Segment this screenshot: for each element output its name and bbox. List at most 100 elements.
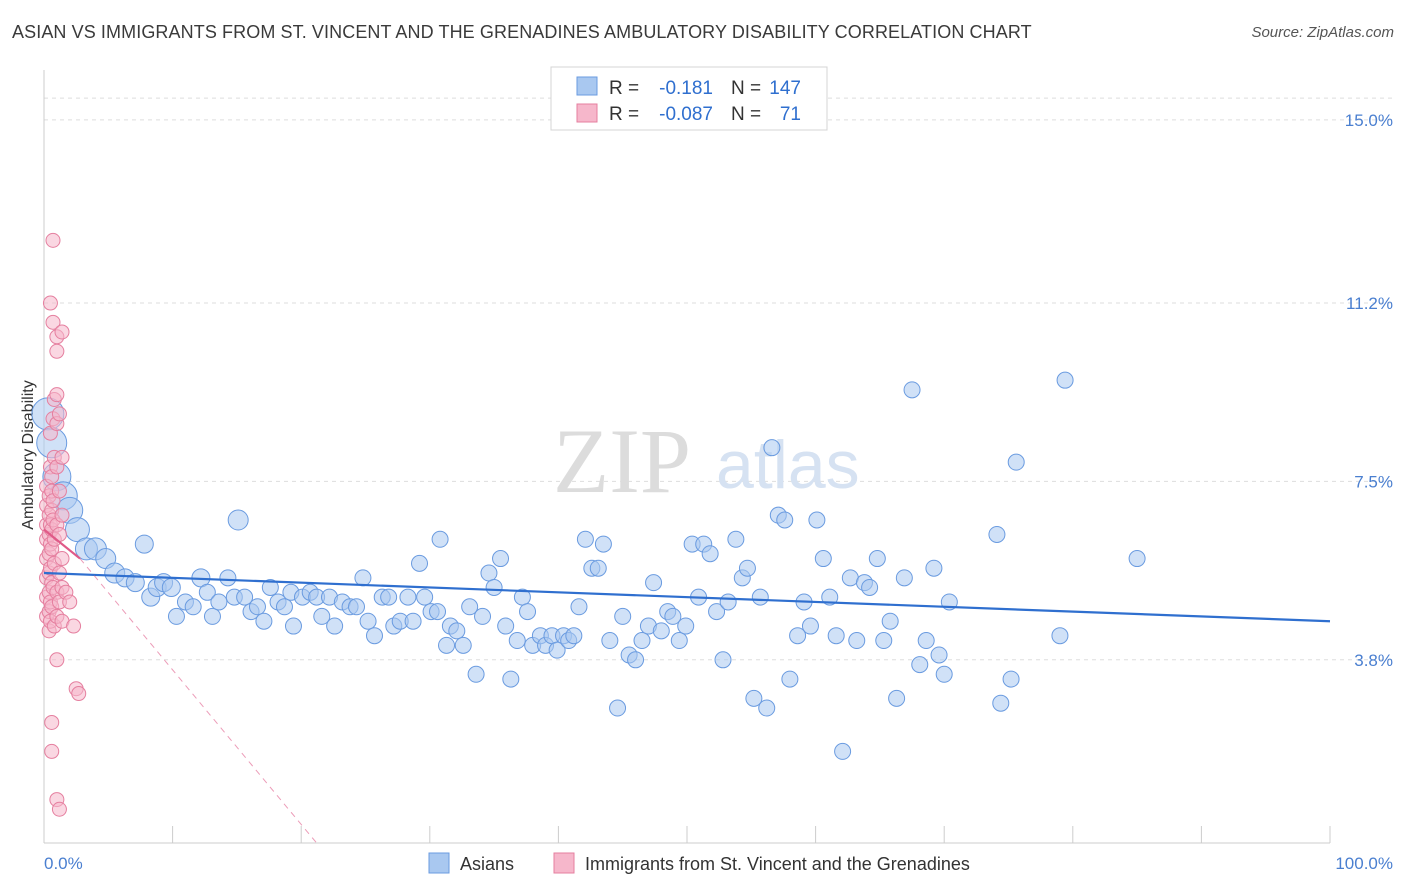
- asian-point-33: [275, 598, 293, 616]
- asian-point-147: [1128, 550, 1146, 568]
- asian-point-143: [1002, 670, 1020, 688]
- gridlines: [44, 97, 1393, 661]
- legend-r-value-svg: -0.087: [659, 104, 713, 125]
- watermark: ZIP atlas: [553, 410, 860, 512]
- asian-point-91: [627, 651, 645, 669]
- asian-point-141: [988, 525, 1006, 543]
- legend-swatch-svg: [576, 103, 598, 123]
- asian-point-58: [431, 530, 449, 548]
- asian-point-86: [594, 535, 612, 553]
- asian-point-69: [497, 617, 515, 635]
- asian-point-125: [841, 569, 859, 587]
- asian-point-103: [701, 545, 719, 563]
- asian-point-134: [903, 381, 921, 399]
- asian-point-31: [261, 578, 279, 596]
- asian-point-117: [789, 627, 807, 645]
- trend-line-asians: [43, 571, 1331, 623]
- asian-point-133: [895, 569, 913, 587]
- asian-point-45: [354, 569, 372, 587]
- asian-point-21: [198, 583, 216, 601]
- asian-point-98: [670, 632, 688, 650]
- asian-point-55: [416, 588, 434, 606]
- asian-point-59: [438, 636, 456, 654]
- y-tick-label-3: 15.0%: [1345, 111, 1393, 130]
- asian-point-105: [714, 651, 732, 669]
- asian-point-89: [614, 607, 632, 625]
- asian-point-19: [184, 598, 202, 616]
- asian-point-94: [645, 574, 663, 592]
- y-tick-label-1: 7.5%: [1354, 472, 1393, 491]
- asian-point-39: [313, 607, 331, 625]
- asian-point-67: [485, 578, 503, 596]
- asian-point-115: [776, 511, 794, 529]
- asian-point-128: [861, 578, 879, 596]
- asian-point-129: [868, 550, 886, 568]
- legend-r-value-asians: -0.181: [659, 78, 713, 99]
- asian-point-82: [570, 598, 588, 616]
- asian-point-144: [1007, 453, 1025, 471]
- series-swatch-asians: [428, 852, 450, 874]
- legend-n-value-asians: 147: [769, 78, 801, 99]
- asian-point-95: [652, 622, 670, 640]
- asian-point-136: [917, 632, 935, 650]
- legend-r-label-svg: R =: [609, 104, 639, 125]
- asian-point-145: [1051, 627, 1069, 645]
- asian-point-27: [236, 588, 254, 606]
- asian-point-110: [745, 689, 763, 707]
- asian-point-53: [404, 612, 422, 630]
- asian-point-87: [601, 632, 619, 650]
- asian-point-63: [461, 598, 479, 616]
- asians-points: [31, 371, 1146, 760]
- asian-point-68: [492, 550, 510, 568]
- y-tick-labels: 3.8% 7.5% 11.2% 15.0%: [1345, 111, 1393, 670]
- asian-point-64: [467, 665, 485, 683]
- trend-line-svg-extension: [79, 558, 318, 844]
- legend-n-value-svg: 71: [780, 104, 801, 125]
- asian-point-116: [781, 670, 799, 688]
- asian-point-70: [502, 670, 520, 688]
- asian-point-22: [203, 607, 221, 625]
- stats-legend: R = -0.181 N = 147 R = -0.087 N = 71: [550, 66, 828, 131]
- asian-point-52: [399, 588, 417, 606]
- asian-point-24: [219, 569, 237, 587]
- asian-point-85: [589, 559, 607, 577]
- asian-point-71: [508, 632, 526, 650]
- series-label-svg: Immigrants from St. Vincent and the Gren…: [585, 854, 970, 874]
- asian-point-92: [633, 632, 651, 650]
- asian-point-44: [347, 598, 365, 616]
- asian-point-57: [429, 603, 447, 621]
- asian-point-124: [834, 742, 852, 760]
- asian-point-121: [814, 550, 832, 568]
- asian-point-130: [875, 632, 893, 650]
- x-tick-label-max: 100.0%: [1335, 854, 1393, 873]
- asian-point-123: [827, 627, 845, 645]
- asian-point-73: [519, 603, 537, 621]
- svg-points: [39, 232, 87, 817]
- legend-r-label-asians: R =: [609, 78, 639, 99]
- asian-point-78: [548, 641, 566, 659]
- y-tick-label-0: 3.8%: [1354, 651, 1393, 670]
- asian-point-88: [609, 699, 627, 717]
- asian-point-97: [664, 607, 682, 625]
- asian-point-119: [801, 617, 819, 635]
- asian-point-139: [935, 665, 953, 683]
- asian-point-113: [763, 439, 781, 457]
- asian-point-29: [248, 598, 266, 616]
- asian-point-138: [930, 646, 948, 664]
- asian-point-54: [411, 554, 429, 572]
- series-label-asians: Asians: [460, 854, 514, 874]
- asian-point-12: [134, 534, 154, 554]
- asian-point-146: [1056, 371, 1074, 389]
- asian-point-35: [284, 617, 302, 635]
- asian-point-109: [738, 559, 756, 577]
- asian-point-132: [888, 689, 906, 707]
- series-swatch-svg: [553, 852, 575, 874]
- asian-point-112: [758, 699, 776, 717]
- asian-point-49: [380, 588, 398, 606]
- asian-point-30: [255, 612, 273, 630]
- x-tick-label-min: 0.0%: [44, 854, 83, 873]
- y-tick-label-2: 11.2%: [1346, 294, 1393, 313]
- asian-point-107: [727, 530, 745, 548]
- source-credit: Source: ZipAtlas.com: [1251, 24, 1394, 41]
